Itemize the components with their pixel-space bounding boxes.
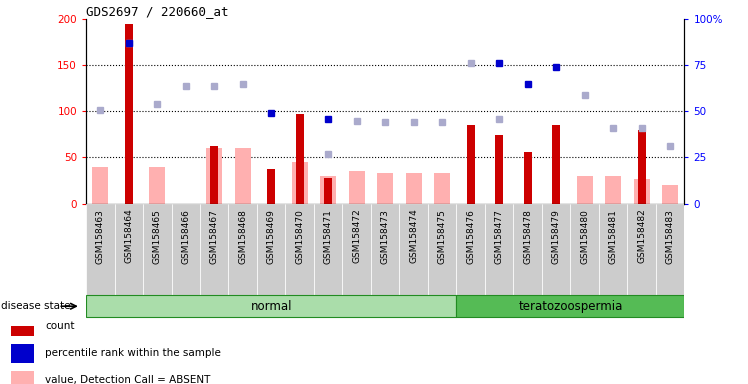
- FancyBboxPatch shape: [656, 204, 684, 307]
- Text: GSM158463: GSM158463: [96, 209, 105, 263]
- Bar: [125, 24, 132, 204]
- FancyBboxPatch shape: [11, 344, 34, 363]
- Text: normal: normal: [251, 300, 292, 313]
- Bar: [320, 176, 336, 204]
- FancyBboxPatch shape: [371, 204, 399, 307]
- Text: GSM158465: GSM158465: [153, 209, 162, 263]
- Text: GSM158477: GSM158477: [494, 209, 503, 263]
- FancyBboxPatch shape: [171, 204, 200, 307]
- Text: GSM158478: GSM158478: [523, 209, 532, 263]
- Text: GSM158468: GSM158468: [239, 209, 248, 263]
- Text: teratozoospermia: teratozoospermia: [518, 300, 622, 313]
- Text: GSM158481: GSM158481: [609, 209, 618, 263]
- FancyBboxPatch shape: [343, 204, 371, 307]
- Text: GSM158470: GSM158470: [295, 209, 304, 263]
- FancyBboxPatch shape: [11, 371, 34, 384]
- Bar: [210, 146, 218, 204]
- FancyBboxPatch shape: [228, 204, 257, 307]
- Bar: [605, 176, 621, 204]
- FancyBboxPatch shape: [571, 204, 599, 307]
- Bar: [406, 173, 422, 204]
- Bar: [292, 162, 307, 204]
- FancyBboxPatch shape: [513, 204, 542, 307]
- FancyBboxPatch shape: [542, 204, 571, 307]
- Text: GSM158474: GSM158474: [409, 209, 418, 263]
- Bar: [524, 152, 532, 204]
- Bar: [435, 173, 450, 204]
- Text: count: count: [45, 321, 74, 331]
- Text: GSM158469: GSM158469: [267, 209, 276, 263]
- Text: GSM158475: GSM158475: [438, 209, 447, 263]
- Bar: [349, 171, 364, 204]
- Text: GSM158479: GSM158479: [552, 209, 561, 263]
- Bar: [552, 125, 560, 204]
- Text: GDS2697 / 220660_at: GDS2697 / 220660_at: [86, 5, 229, 18]
- FancyBboxPatch shape: [428, 204, 456, 307]
- FancyBboxPatch shape: [314, 204, 343, 307]
- FancyBboxPatch shape: [86, 204, 114, 307]
- Bar: [495, 135, 503, 204]
- FancyBboxPatch shape: [628, 204, 656, 307]
- Text: GSM158466: GSM158466: [181, 209, 190, 263]
- Bar: [378, 173, 393, 204]
- FancyBboxPatch shape: [114, 204, 143, 307]
- Text: GSM158471: GSM158471: [324, 209, 333, 263]
- Text: GSM158473: GSM158473: [381, 209, 390, 263]
- Text: GSM158476: GSM158476: [466, 209, 475, 263]
- FancyBboxPatch shape: [456, 295, 684, 318]
- Bar: [267, 169, 275, 204]
- Bar: [634, 179, 649, 204]
- FancyBboxPatch shape: [11, 317, 34, 336]
- FancyBboxPatch shape: [86, 295, 456, 318]
- Bar: [93, 167, 108, 204]
- FancyBboxPatch shape: [456, 204, 485, 307]
- Bar: [324, 178, 332, 204]
- FancyBboxPatch shape: [485, 204, 513, 307]
- Text: GSM158472: GSM158472: [352, 209, 361, 263]
- Text: GSM158480: GSM158480: [580, 209, 589, 263]
- Bar: [150, 167, 165, 204]
- Bar: [638, 130, 646, 204]
- FancyBboxPatch shape: [599, 204, 628, 307]
- Text: value, Detection Call = ABSENT: value, Detection Call = ABSENT: [45, 375, 210, 384]
- Text: disease state: disease state: [1, 301, 71, 311]
- Bar: [577, 176, 592, 204]
- Text: percentile rank within the sample: percentile rank within the sample: [45, 348, 221, 358]
- FancyBboxPatch shape: [143, 204, 171, 307]
- Text: GSM158464: GSM158464: [124, 209, 133, 263]
- Bar: [295, 114, 304, 204]
- Text: GSM158482: GSM158482: [637, 209, 646, 263]
- Bar: [467, 125, 475, 204]
- FancyBboxPatch shape: [399, 204, 428, 307]
- Bar: [206, 148, 222, 204]
- FancyBboxPatch shape: [200, 204, 228, 307]
- Text: GSM158483: GSM158483: [666, 209, 675, 263]
- Bar: [235, 148, 251, 204]
- Text: GSM158467: GSM158467: [209, 209, 218, 263]
- FancyBboxPatch shape: [257, 204, 286, 307]
- Bar: [662, 185, 678, 204]
- FancyBboxPatch shape: [286, 204, 314, 307]
